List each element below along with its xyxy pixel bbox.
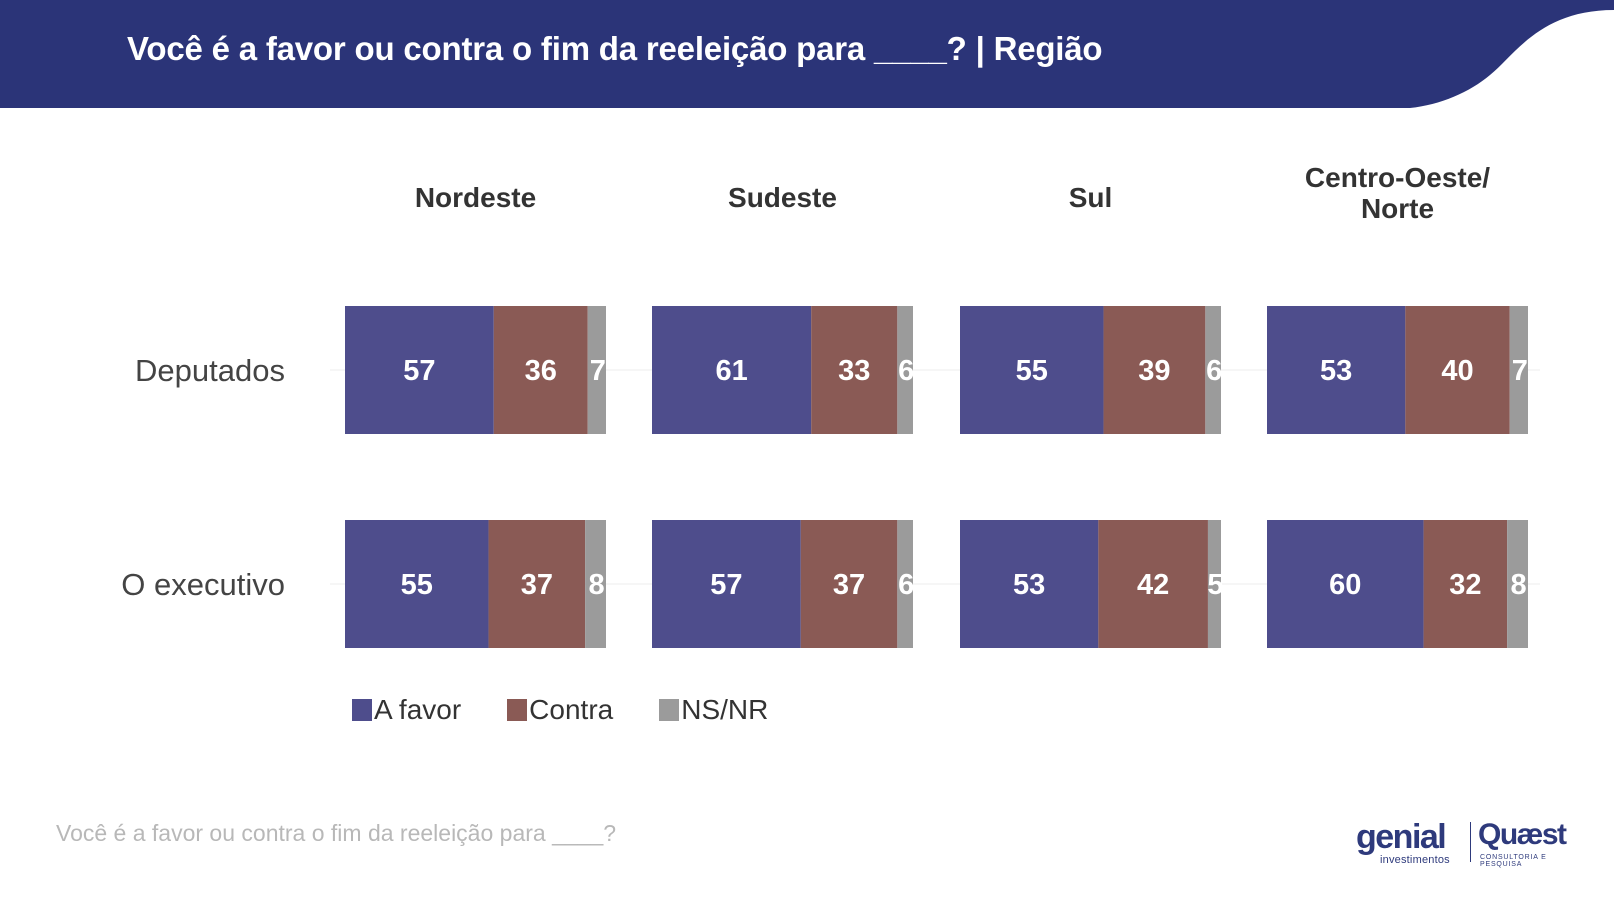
category-label-deputados: Deputados [135,353,285,388]
facet-label-sudeste: Sudeste [728,182,837,213]
legend-item-ns-nr: NS/NR [659,694,768,726]
data-label-contra-sudeste-o-executivo: 37 [833,569,865,601]
data-label-a-favor-sul-o-executivo: 53 [1013,569,1045,601]
legend-label: A favor [374,694,462,725]
brand-logos: genial investimentos Quæst CONSULTORIA E… [1356,818,1576,868]
bar-ns-nr-sudeste-o-executivo [897,520,913,648]
bar-a-favor-centro-oeste-norte-deputados [1267,306,1406,434]
legend-item-a-favor: A favor [352,694,461,726]
data-label-contra-centro-oeste-norte-o-executivo: 32 [1449,569,1481,601]
bar-contra-nordeste-deputados [493,306,588,434]
bar-contra-sul-o-executivo [1098,520,1208,648]
legend-item-contra: Contra [507,694,613,726]
data-label-contra-sul-o-executivo: 42 [1137,569,1169,601]
data-label-contra-nordeste-o-executivo: 37 [521,569,553,601]
category-label-o-executivo: O executivo [121,567,285,602]
bar-a-favor-centro-oeste-norte-o-executivo [1267,520,1424,648]
bar-ns-nr-nordeste-deputados [587,306,606,434]
data-label-a-favor-centro-oeste-norte-deputados: 53 [1320,355,1352,387]
facet-label-nordeste: Nordeste [415,182,536,213]
bar-contra-sul-deputados [1103,306,1206,434]
quaest-logo-subtitle: CONSULTORIA E PESQUISA [1480,854,1547,868]
data-label-contra-sudeste-deputados: 33 [838,355,870,387]
data-label-ns-nr-sudeste-o-executivo: 6 [898,569,914,601]
bar-contra-centro-oeste-norte-o-executivo [1423,520,1508,648]
bar-a-favor-sudeste-o-executivo [652,520,801,648]
data-label-a-favor-sul-deputados: 55 [1016,355,1048,387]
bar-ns-nr-centro-oeste-norte-o-executivo [1507,520,1528,648]
quaest-logo: Quæst [1478,818,1567,851]
data-label-ns-nr-centro-oeste-norte-o-executivo: 8 [1510,569,1526,601]
bar-ns-nr-sudeste-deputados [897,306,913,434]
header-banner: Você é a favor ou contra o fim da reelei… [0,0,1614,110]
genial-logo-subtitle: investimentos [1380,854,1450,866]
data-label-a-favor-nordeste-deputados: 57 [403,355,435,387]
bar-ns-nr-sul-o-executivo [1207,520,1221,648]
bar-contra-sudeste-o-executivo [800,520,898,648]
bar-a-favor-nordeste-deputados [345,306,494,434]
genial-logo: genial [1356,818,1447,856]
logo-divider [1470,822,1471,862]
legend-swatch-ns-nr [659,699,680,721]
bar-ns-nr-sul-deputados [1205,306,1221,434]
bar-contra-centro-oeste-norte-deputados [1405,306,1510,434]
data-label-contra-sul-deputados: 39 [1138,355,1170,387]
data-label-a-favor-sudeste-o-executivo: 57 [710,569,742,601]
data-label-ns-nr-sul-deputados: 6 [1206,355,1222,387]
footnote: Você é a favor ou contra o fim da reelei… [56,820,617,846]
legend: A favor Contra NS/NR [352,694,814,726]
header-background [0,0,1614,108]
data-label-a-favor-centro-oeste-norte-o-executivo: 60 [1329,569,1361,601]
data-label-a-favor-nordeste-o-executivo: 55 [401,569,433,601]
data-label-contra-centro-oeste-norte-deputados: 40 [1441,355,1473,387]
page-title: Você é a favor ou contra o fim da reelei… [127,30,1103,67]
bar-contra-sudeste-deputados [811,306,898,434]
legend-swatch-a-favor [352,699,372,721]
data-label-ns-nr-nordeste-deputados: 7 [590,355,606,387]
bar-a-favor-sul-deputados [960,306,1104,434]
bar-a-favor-sudeste-deputados [652,306,812,434]
facet-label-sul: Sul [1069,182,1113,213]
legend-label: NS/NR [681,694,769,725]
bar-a-favor-nordeste-o-executivo [345,520,489,648]
data-label-contra-nordeste-deputados: 36 [525,355,557,387]
data-label-a-favor-sudeste-deputados: 61 [715,355,747,387]
facet-label-centro-oeste-norte: Centro-Oeste/Norte [1305,162,1490,224]
bar-ns-nr-nordeste-o-executivo [585,520,606,648]
data-label-ns-nr-sudeste-deputados: 6 [898,355,914,387]
bar-a-favor-sul-o-executivo [960,520,1099,648]
legend-label: Contra [529,694,614,725]
data-label-ns-nr-nordeste-o-executivo: 8 [588,569,604,601]
data-label-ns-nr-centro-oeste-norte-deputados: 7 [1512,355,1528,387]
bar-ns-nr-centro-oeste-norte-deputados [1509,306,1528,434]
bar-contra-nordeste-o-executivo [488,520,586,648]
legend-swatch-contra [507,699,528,721]
data-label-ns-nr-sul-o-executivo: 5 [1207,569,1223,601]
